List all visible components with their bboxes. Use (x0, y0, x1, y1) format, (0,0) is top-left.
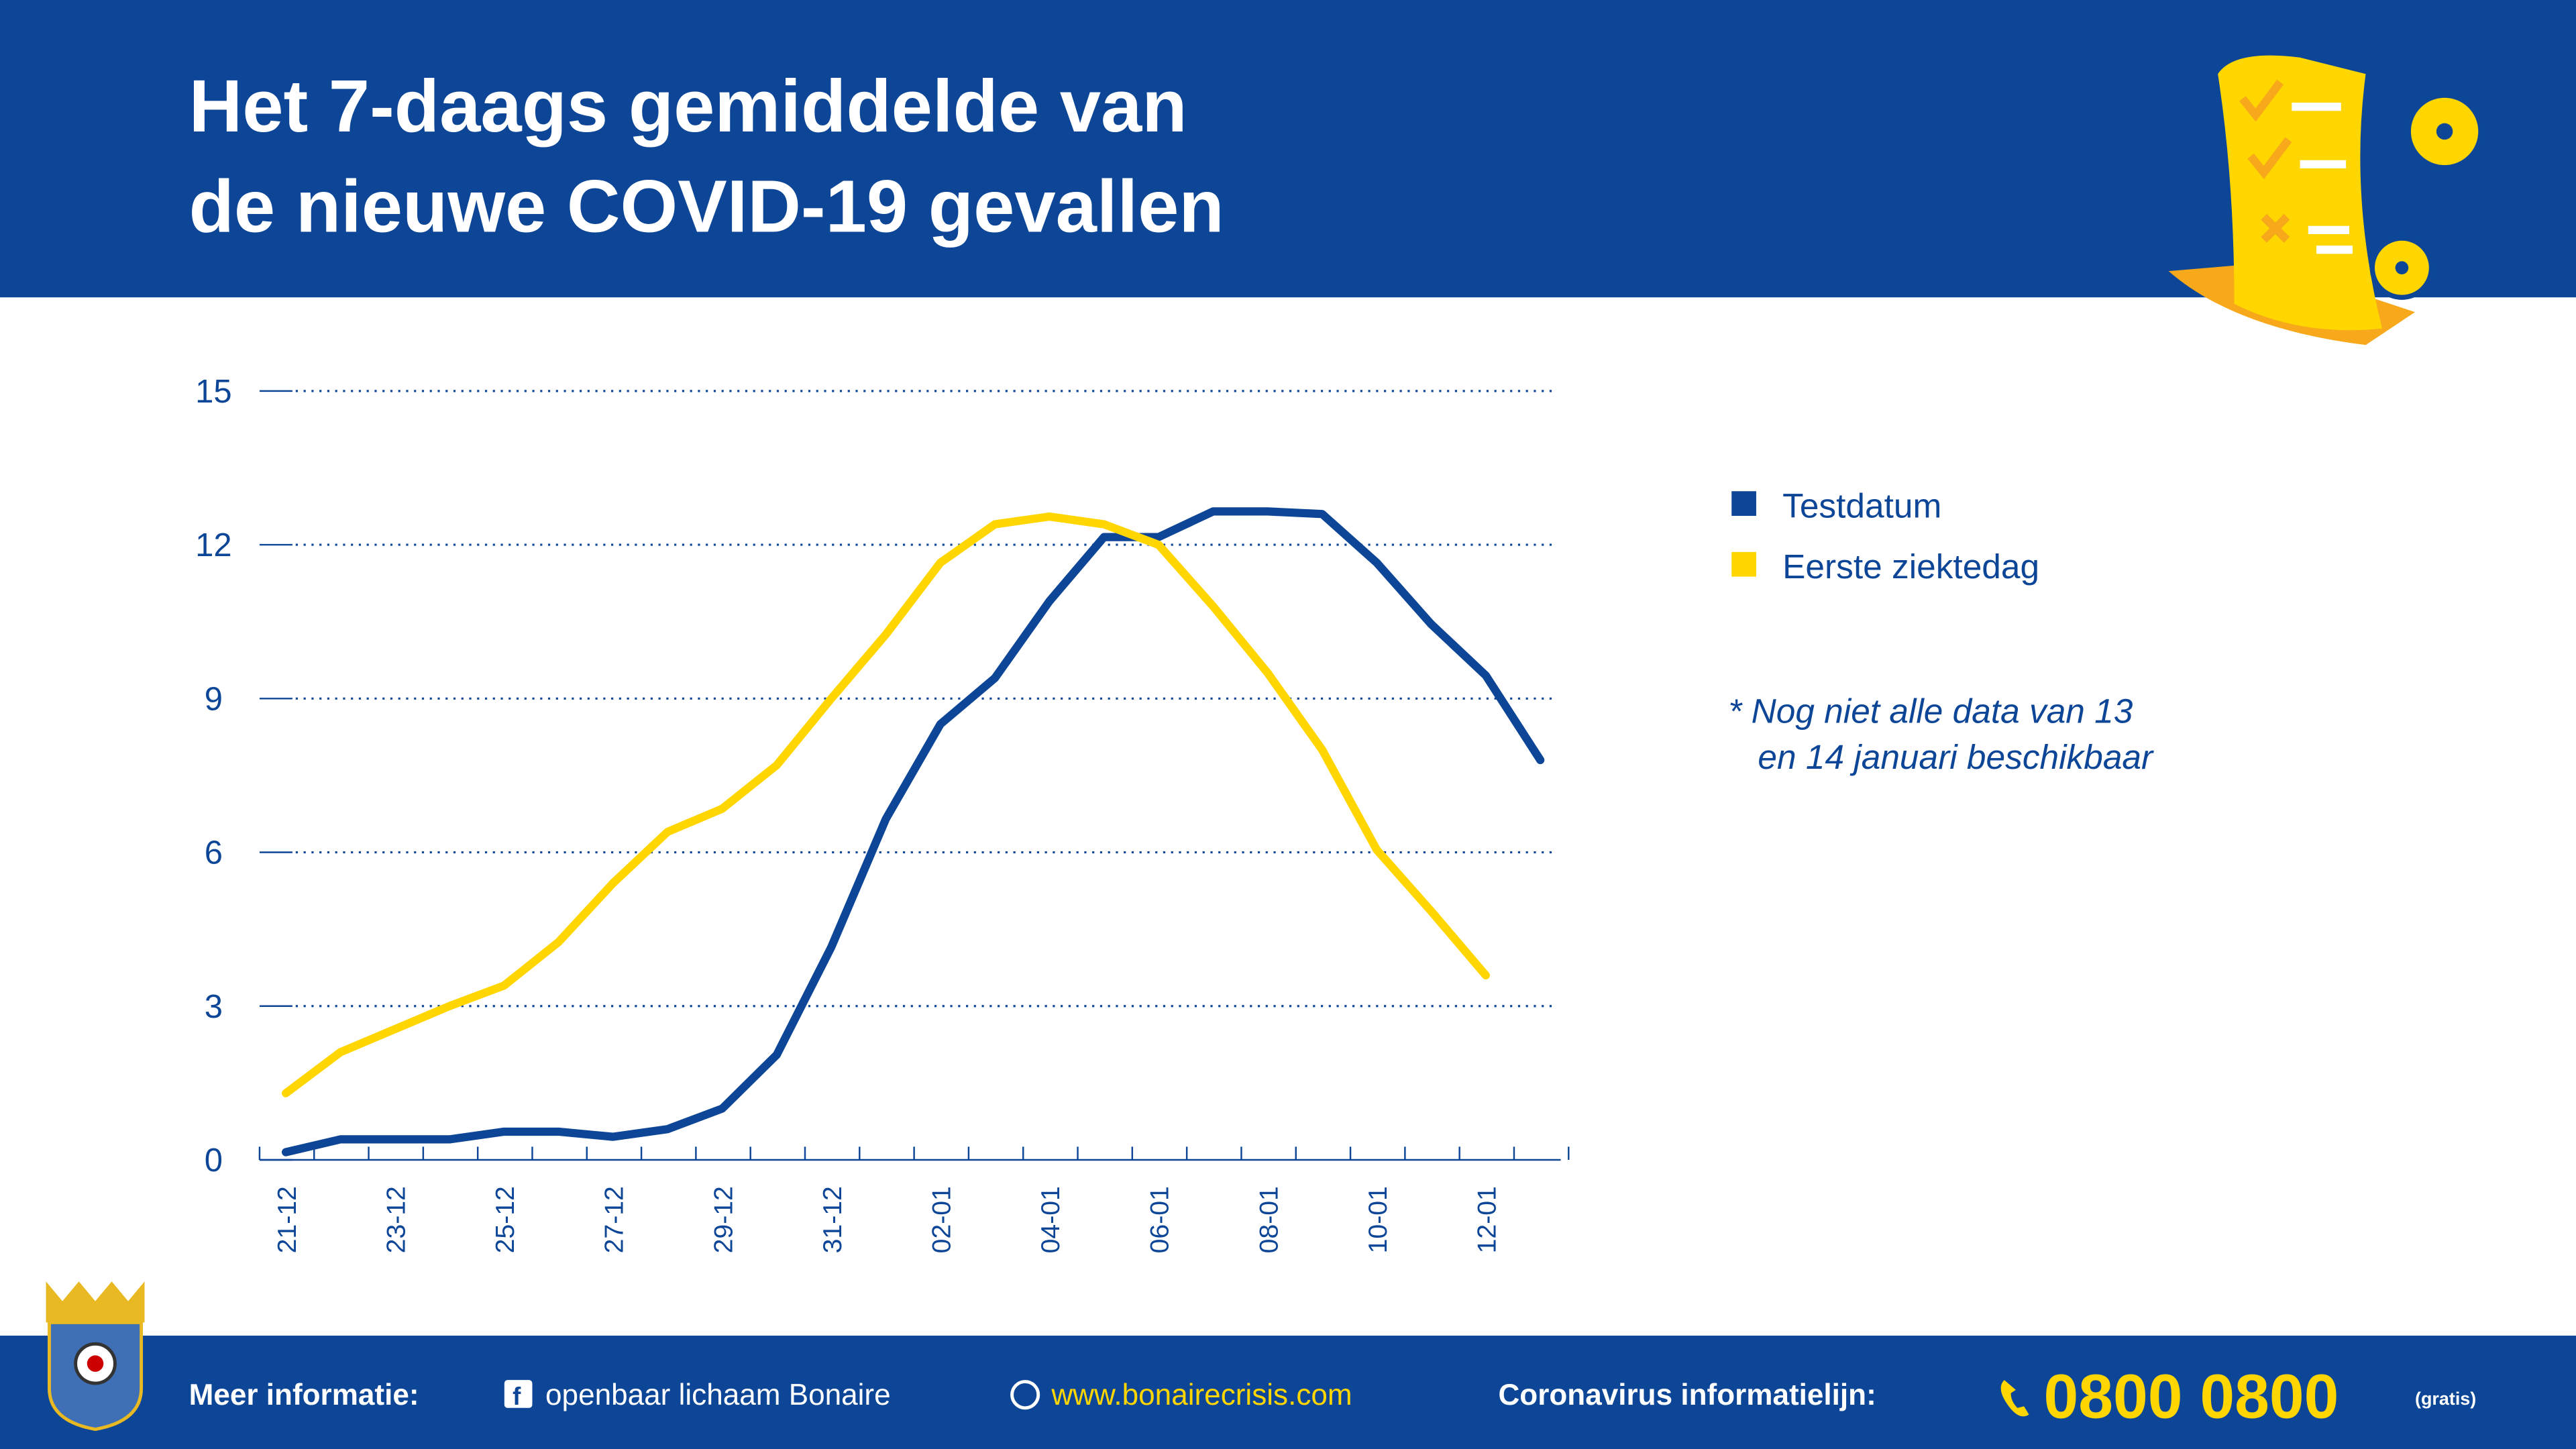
legend-swatch (1731, 551, 1756, 577)
x-tick-label: 12-01 (1473, 1186, 1502, 1253)
facebook-f: f (513, 1383, 521, 1410)
y-tick-label: 3 (205, 989, 223, 1025)
x-tick-label: 31-12 (818, 1186, 847, 1253)
scroll-illustration (2168, 55, 2483, 345)
free-note: (gratis) (2415, 1389, 2476, 1409)
footer-band (0, 1336, 2576, 1449)
legend-swatch (1731, 491, 1756, 516)
x-tick-label: 25-12 (491, 1186, 520, 1253)
globe-icon (1010, 1380, 1040, 1410)
x-tick-label: 27-12 (600, 1186, 629, 1253)
legend-label: Testdatum (1782, 486, 1941, 525)
title-line: Het 7-daags gemiddelde van (189, 65, 1187, 148)
x-tick-label: 08-01 (1254, 1186, 1283, 1253)
y-tick-label: 12 (195, 527, 231, 564)
footer-label: Meer informatie: (189, 1379, 419, 1411)
y-tick-label: 0 (205, 1142, 223, 1179)
header-band (0, 0, 2576, 298)
data-line (282, 512, 1490, 1097)
x-tick-label: 04-01 (1036, 1186, 1065, 1253)
note-line: * Nog niet alle data van 13 (1728, 692, 2133, 731)
y-tick-label: 9 (205, 681, 223, 717)
x-tick-label: 10-01 (1364, 1186, 1393, 1253)
y-tick-label: 6 (205, 835, 223, 871)
note-line: en 14 januari beschikbaar (1758, 737, 2154, 776)
website-link[interactable]: www.bonairecrisis.com (1051, 1379, 1352, 1411)
x-tick-label: 02-01 (927, 1186, 956, 1253)
phone-number[interactable]: 0800 0800 (2044, 1361, 2339, 1431)
title-line: de nieuwe COVID-19 gevallen (189, 165, 1224, 248)
data-line (282, 507, 1545, 1157)
phone-icon (2000, 1380, 2029, 1417)
legend-label: Eerste ziektedag (1782, 547, 2039, 586)
x-tick-label: 21-12 (273, 1186, 302, 1253)
coat-of-arms (46, 1281, 145, 1432)
x-tick-label: 23-12 (382, 1186, 411, 1253)
y-tick-label: 15 (195, 374, 231, 410)
facebook-icon (504, 1380, 533, 1408)
x-tick-label: 29-12 (709, 1186, 738, 1253)
x-tick-label: 06-01 (1146, 1186, 1175, 1253)
facebook-link[interactable]: openbaar lichaam Bonaire (545, 1379, 891, 1411)
footer-label: Coronavirus informatielijn: (1498, 1379, 1876, 1411)
